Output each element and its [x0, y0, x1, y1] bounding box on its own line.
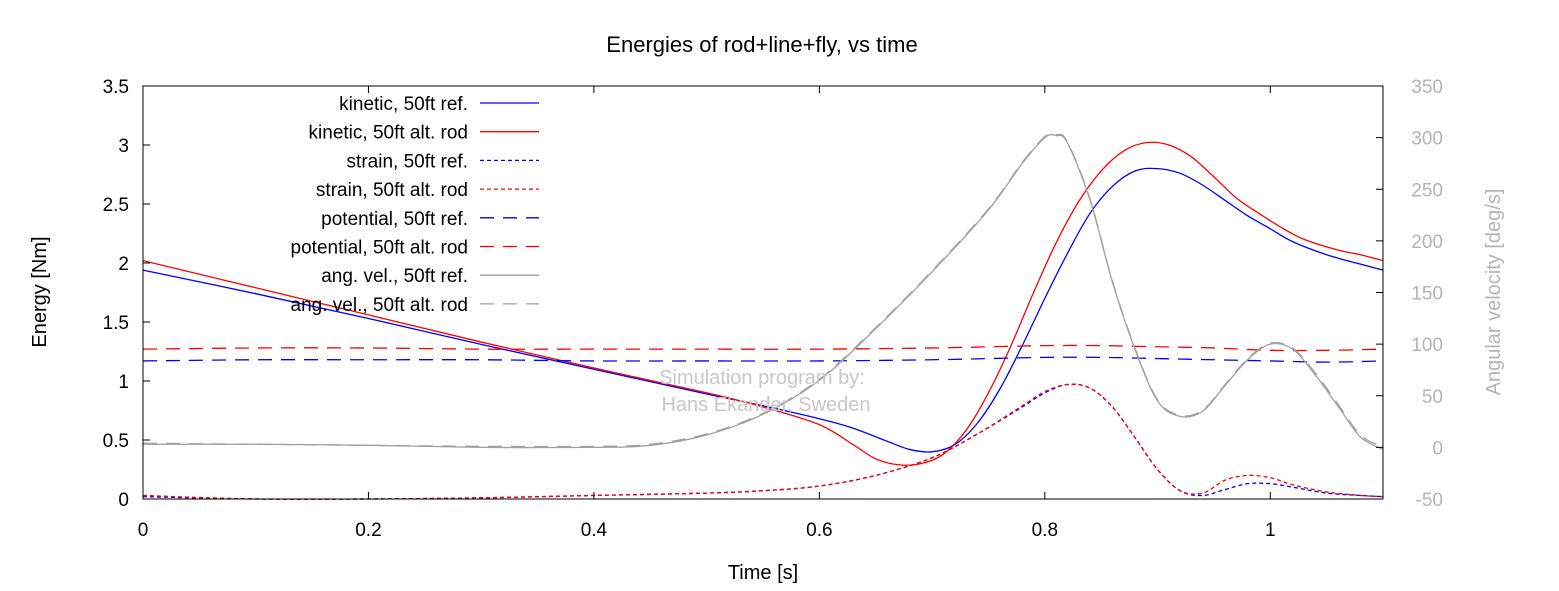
y-axis-title: Energy [Nm]: [29, 236, 51, 347]
series-layer: [142, 132, 1384, 500]
legend-label-1: kinetic, 50ft ref.: [339, 94, 468, 115]
plot-frame: [142, 85, 1384, 500]
legend-label-6: potential, 50ft alt. rod: [291, 238, 468, 259]
y2-tick-label: 350: [1411, 77, 1443, 98]
legend-label-7: ang. vel., 50ft ref.: [321, 266, 468, 287]
x-tick-label: 0: [138, 520, 149, 541]
watermark-line-2: Hans Ekander, Sweden: [661, 394, 870, 416]
y-tick-label: 3: [118, 136, 129, 157]
watermark: Simulation program by: Hans Ekander, Swe…: [659, 367, 870, 416]
y2-tick-label: 250: [1411, 180, 1443, 201]
x-tick-label: 0.8: [1032, 520, 1058, 541]
watermark-line-1: Simulation program by:: [659, 367, 865, 389]
series-line-8: [142, 132, 1384, 448]
ticks-layer: 0 0.2 0.4 0.6 0.8 1 0 0.5 1 1.5 2 2.5 3 3.5 -50 0 50 100 1…: [103, 77, 1443, 541]
y-tick-label: 3.5: [103, 77, 129, 98]
y2-tick-label: 300: [1411, 129, 1443, 150]
legend-label-3: strain, 50ft ref.: [347, 151, 468, 172]
chart-title: Energies of rod+line+fly, vs time: [606, 32, 917, 57]
x-axis-title: Time [s]: [728, 562, 798, 584]
x-tick-label: 0.2: [355, 520, 381, 541]
y2-tick-label: 0: [1432, 438, 1443, 459]
series-line-4: [142, 383, 1384, 500]
y-tick-label: 0: [118, 490, 129, 511]
y2-axis-title: Angular velocity [deg/s]: [1483, 189, 1505, 396]
y2-tick-label: -50: [1416, 490, 1443, 511]
y2-tick-label: 150: [1411, 284, 1443, 305]
x-tick-label: 0.4: [581, 520, 608, 541]
series-line-6: [142, 344, 1384, 352]
series-line-5: [142, 356, 1384, 363]
y-tick-label: 1: [118, 372, 129, 393]
series-line-7: [142, 133, 1384, 451]
y2-tick-label: 200: [1411, 232, 1443, 253]
legend-label-2: kinetic, 50ft alt. rod: [309, 123, 468, 144]
y-tick-label: 2: [118, 254, 129, 275]
x-tick-label: 1: [1265, 520, 1276, 541]
y2-tick-label: 100: [1411, 335, 1443, 356]
legend: kinetic, 50ft ref. kinetic, 50ft alt. rod…: [291, 94, 539, 316]
series-line-1: [142, 167, 1384, 453]
y-tick-label: 1.5: [103, 313, 129, 334]
y2-tick-label: 50: [1422, 387, 1443, 408]
legend-label-5: potential, 50ft ref.: [321, 209, 468, 230]
series-line-2: [142, 141, 1384, 466]
legend-label-8: ang. vel., 50ft alt. rod: [291, 295, 468, 316]
y-tick-label: 2.5: [103, 195, 129, 216]
x-tick-label: 0.6: [806, 520, 832, 541]
y-tick-label: 0.5: [103, 431, 129, 452]
legend-label-4: strain, 50ft alt. rod: [316, 180, 468, 201]
